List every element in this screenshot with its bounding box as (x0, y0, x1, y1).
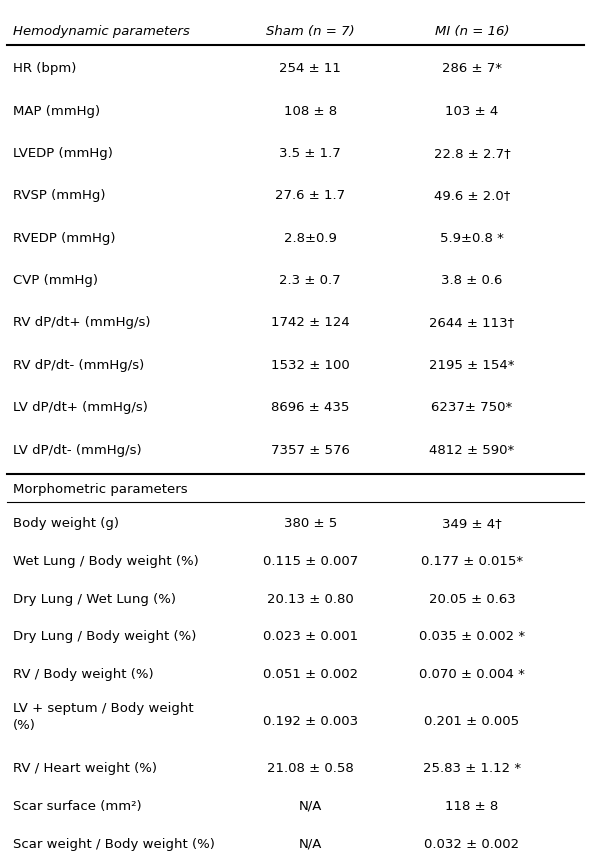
Text: Wet Lung / Body weight (%): Wet Lung / Body weight (%) (13, 555, 199, 568)
Text: RV dP/dt+ (mmHg/s): RV dP/dt+ (mmHg/s) (13, 317, 151, 330)
Text: 7357 ± 576: 7357 ± 576 (271, 444, 350, 457)
Text: Dry Lung / Body weight (%): Dry Lung / Body weight (%) (13, 631, 197, 644)
Text: 118 ± 8: 118 ± 8 (446, 800, 499, 813)
Text: 3.8 ± 0.6: 3.8 ± 0.6 (441, 274, 503, 287)
Text: RV / Heart weight (%): RV / Heart weight (%) (13, 762, 157, 775)
Text: 20.13 ± 0.80: 20.13 ± 0.80 (267, 593, 353, 606)
Text: 0.201 ± 0.005: 0.201 ± 0.005 (424, 715, 519, 728)
Text: LV + septum / Body weight: LV + septum / Body weight (13, 702, 194, 715)
Text: 5.9±0.8 *: 5.9±0.8 * (440, 232, 504, 245)
Text: RV / Body weight (%): RV / Body weight (%) (13, 669, 154, 682)
Text: 8696 ± 435: 8696 ± 435 (271, 401, 349, 414)
Text: 0.177 ± 0.015*: 0.177 ± 0.015* (421, 555, 523, 568)
Text: 2.3 ± 0.7: 2.3 ± 0.7 (280, 274, 341, 287)
Text: LV dP/dt- (mmHg/s): LV dP/dt- (mmHg/s) (13, 444, 142, 457)
Text: Hemodynamic parameters: Hemodynamic parameters (13, 25, 190, 38)
Text: Body weight (g): Body weight (g) (13, 517, 119, 530)
Text: Dry Lung / Wet Lung (%): Dry Lung / Wet Lung (%) (13, 593, 176, 606)
Text: N/A: N/A (298, 800, 322, 813)
Text: 1532 ± 100: 1532 ± 100 (271, 359, 350, 372)
Text: 108 ± 8: 108 ± 8 (284, 104, 337, 117)
Text: 2644 ± 113†: 2644 ± 113† (429, 317, 515, 330)
Text: 0.192 ± 0.003: 0.192 ± 0.003 (262, 715, 358, 728)
Text: CVP (mmHg): CVP (mmHg) (13, 274, 98, 287)
Text: (%): (%) (13, 719, 36, 732)
Text: LVEDP (mmHg): LVEDP (mmHg) (13, 147, 113, 160)
Text: 49.6 ± 2.0†: 49.6 ± 2.0† (434, 189, 510, 202)
Text: 349 ± 4†: 349 ± 4† (442, 517, 502, 530)
Text: HR (bpm): HR (bpm) (13, 62, 76, 75)
Text: Sham (n = 7): Sham (n = 7) (266, 25, 355, 38)
Text: 22.8 ± 2.7†: 22.8 ± 2.7† (434, 147, 511, 160)
Text: Morphometric parameters: Morphometric parameters (13, 482, 188, 495)
Text: 2.8±0.9: 2.8±0.9 (284, 232, 337, 245)
Text: MI (n = 16): MI (n = 16) (435, 25, 509, 38)
Text: 3.5 ± 1.7: 3.5 ± 1.7 (280, 147, 341, 160)
Text: RV dP/dt- (mmHg/s): RV dP/dt- (mmHg/s) (13, 359, 144, 372)
Text: 0.115 ± 0.007: 0.115 ± 0.007 (262, 555, 358, 568)
Text: 27.6 ± 1.7: 27.6 ± 1.7 (275, 189, 345, 202)
Text: MAP (mmHg): MAP (mmHg) (13, 104, 100, 117)
Text: 254 ± 11: 254 ± 11 (280, 62, 341, 75)
Text: N/A: N/A (298, 838, 322, 851)
Text: 21.08 ± 0.58: 21.08 ± 0.58 (267, 762, 353, 775)
Text: RVSP (mmHg): RVSP (mmHg) (13, 189, 106, 202)
Text: 2195 ± 154*: 2195 ± 154* (429, 359, 515, 372)
Text: 25.83 ± 1.12 *: 25.83 ± 1.12 * (423, 762, 521, 775)
Text: 103 ± 4: 103 ± 4 (446, 104, 499, 117)
Text: RVEDP (mmHg): RVEDP (mmHg) (13, 232, 116, 245)
Text: 0.035 ± 0.002 *: 0.035 ± 0.002 * (419, 631, 525, 644)
Text: Scar surface (mm²): Scar surface (mm²) (13, 800, 142, 813)
Text: 20.05 ± 0.63: 20.05 ± 0.63 (428, 593, 515, 606)
Text: 0.023 ± 0.001: 0.023 ± 0.001 (262, 631, 358, 644)
Text: 380 ± 5: 380 ± 5 (284, 517, 337, 530)
Text: 1742 ± 124: 1742 ± 124 (271, 317, 350, 330)
Text: Scar weight / Body weight (%): Scar weight / Body weight (%) (13, 838, 215, 851)
Text: LV dP/dt+ (mmHg/s): LV dP/dt+ (mmHg/s) (13, 401, 148, 414)
Text: 0.051 ± 0.002: 0.051 ± 0.002 (262, 669, 358, 682)
Text: 6237± 750*: 6237± 750* (431, 401, 512, 414)
Text: 4812 ± 590*: 4812 ± 590* (429, 444, 515, 457)
Text: 0.070 ± 0.004 *: 0.070 ± 0.004 * (419, 669, 525, 682)
Text: 0.032 ± 0.002: 0.032 ± 0.002 (424, 838, 519, 851)
Text: 286 ± 7*: 286 ± 7* (442, 62, 502, 75)
